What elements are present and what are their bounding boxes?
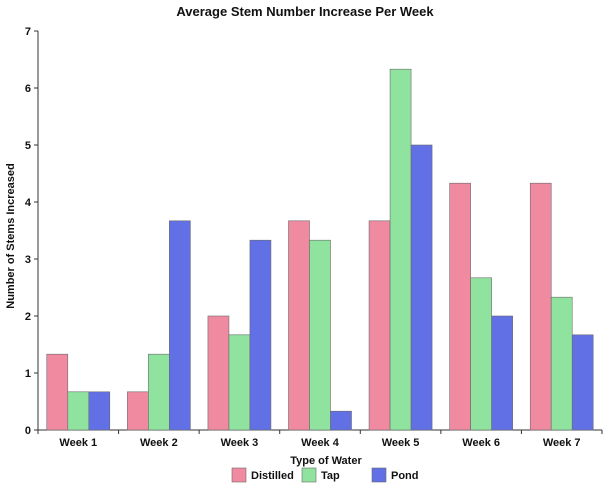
legend-label: Tap xyxy=(321,470,340,482)
bar xyxy=(389,68,412,431)
bar xyxy=(148,353,170,431)
bar xyxy=(169,220,191,431)
bar xyxy=(410,144,433,431)
bar xyxy=(127,391,149,431)
bar xyxy=(288,220,310,431)
legend-swatch xyxy=(371,467,387,483)
y-tick-label: 5 xyxy=(25,140,31,152)
bar xyxy=(67,391,90,431)
bar xyxy=(529,182,552,431)
x-tick-label: Week 7 xyxy=(543,437,581,449)
legend-swatch xyxy=(231,467,247,483)
chart-title: Average Stem Number Increase Per Week xyxy=(176,4,434,19)
bar xyxy=(228,334,251,431)
x-tick-label: Week 2 xyxy=(140,437,178,449)
plot-area: 0 1 2 3 4 5 6 7 Week 1 Week 2 Week 3 Week 4 Week 5 We… xyxy=(25,26,603,449)
y-tick-label: 1 xyxy=(25,368,31,380)
bar xyxy=(88,391,111,431)
legend-label: Distilled xyxy=(251,470,294,482)
bar xyxy=(207,315,230,431)
y-tick-label: 7 xyxy=(25,26,31,38)
x-tick-label: Week 3 xyxy=(221,437,259,449)
x-tick-label: Week 4 xyxy=(301,437,340,449)
legend-label: Pond xyxy=(391,470,419,482)
y-tick-label: 3 xyxy=(25,254,31,266)
x-tick-label: Week 5 xyxy=(382,437,420,449)
bar xyxy=(491,315,513,431)
y-tick-label: 0 xyxy=(25,425,31,437)
x-axis-title: Type of Water xyxy=(290,455,362,467)
x-tick-label: Week 6 xyxy=(462,437,500,449)
bar xyxy=(550,296,573,431)
legend: Distilled Tap Pond xyxy=(231,467,419,483)
bar xyxy=(470,277,492,431)
bar xyxy=(249,239,272,431)
bar xyxy=(330,410,352,431)
y-tick-label: 2 xyxy=(25,311,31,323)
bar xyxy=(571,334,594,431)
bar xyxy=(46,353,69,431)
y-axis-title: Number of Stems Increased xyxy=(5,163,17,309)
legend-swatch xyxy=(301,467,317,483)
bar xyxy=(309,239,331,431)
bar xyxy=(449,182,471,431)
x-tick-label: Week 1 xyxy=(59,437,97,449)
y-tick-label: 4 xyxy=(25,197,32,209)
y-tick-label: 6 xyxy=(25,83,31,95)
bar xyxy=(368,220,391,431)
